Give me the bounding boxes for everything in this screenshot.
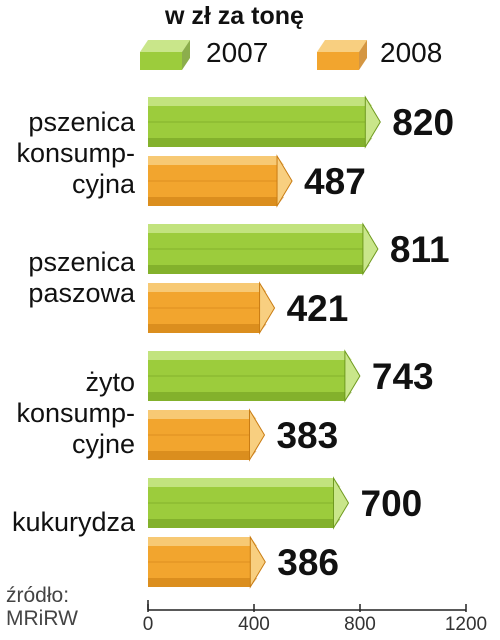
category-label: pszenica konsump- cyjna [16,107,135,199]
bar-top-facet [148,410,257,419]
bar-top-facet [148,283,267,292]
bar-top-facet [148,537,258,546]
legend-swatch-front [140,52,182,70]
bar-top-facet [148,156,285,165]
legend-swatch-top [317,40,367,52]
legend-label-2008: 2008 [380,37,443,68]
bar-end-cap [362,222,379,276]
legend-swatch-top [140,40,190,52]
category-label: żyto konsump- cyjne [16,367,135,459]
bar-end-cap [248,408,266,462]
bar-bottom-facet [148,265,370,274]
bar-bottom-facet [148,519,341,528]
x-tick-label: 400 [238,614,270,635]
x-tick-label: 800 [344,614,376,635]
x-tick-label: 0 [143,614,154,635]
value-label: 820 [392,102,454,143]
legend-swatch-side [182,40,190,70]
unit-label: w zł za tonę [165,2,304,30]
legend-swatch-side [359,40,367,70]
bar-end-cap [344,349,361,403]
category-label: kukurydza [11,507,135,537]
value-label: 383 [276,415,338,456]
bar-end-cap [276,154,293,208]
value-label: 421 [287,288,349,329]
category-label: pszenica paszowa [28,247,135,308]
bar-top-facet [148,351,352,360]
legend-swatch-front [317,52,359,70]
value-label: 743 [372,356,434,397]
source-note: źródło: MRiRW [6,584,78,630]
bar-top-facet [148,97,373,106]
bar-end-cap [364,95,381,149]
bar-top-facet [148,224,370,233]
value-label: 487 [304,161,366,202]
legend-label-2007: 2007 [206,37,269,68]
bar-bottom-facet [148,197,285,206]
value-label: 811 [390,229,450,270]
bar-bottom-facet [148,451,257,460]
x-tick-label: 1200 [445,614,487,635]
bar-end-cap [249,535,266,589]
bar-bottom-facet [148,324,267,333]
value-label: 386 [277,542,339,583]
bar-bottom-facet [148,578,258,587]
bar-end-cap [333,476,350,530]
bar-bottom-facet [148,392,352,401]
value-label: 700 [361,483,423,524]
bar-bottom-facet [148,138,373,147]
bar-top-facet [148,478,341,487]
bar-end-cap [259,281,276,335]
